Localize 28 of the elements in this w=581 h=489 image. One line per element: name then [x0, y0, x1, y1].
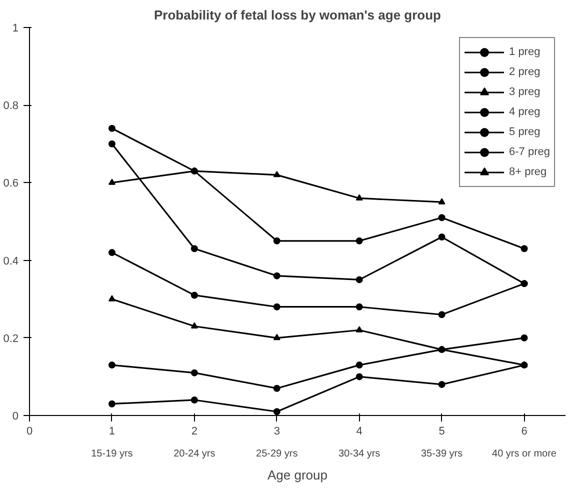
chart-title: Probability of fetal loss by woman's age group — [154, 8, 442, 22]
text: 15-19 yrs — [91, 448, 133, 460]
text: 40 yrs or more — [492, 448, 557, 460]
x-tick-label: 5 — [438, 426, 445, 438]
y-tick-label: 0.8 — [3, 100, 19, 112]
x-tick-label: 3 — [274, 426, 280, 438]
y-tick-label: 0.2 — [3, 332, 19, 345]
y-tick-label: 0 — [12, 410, 19, 422]
x-tick-label: 6 — [521, 426, 528, 438]
legend-label: 8+ preg — [509, 166, 547, 178]
text: 30-34 yrs — [338, 448, 380, 460]
x-tick-label: 1 — [108, 426, 116, 438]
y-tick-label: 0.6 — [3, 178, 19, 190]
text: 20-24 yrs — [174, 448, 216, 460]
x-tick-label: 2 — [191, 426, 198, 438]
y-tick-label: 0.4 — [3, 255, 19, 268]
text: 35-39 yrs — [420, 448, 463, 460]
legend-label: 1 preg — [509, 46, 540, 58]
legend-label: 5 preg — [509, 126, 540, 138]
text: 25-29 yrs — [256, 448, 298, 460]
legend-label: 6-7 preg — [509, 146, 550, 158]
legend-label: 4 preg — [509, 106, 540, 118]
y-tick-label: 1 — [12, 22, 19, 34]
x-tick-label: 0 — [26, 426, 33, 438]
x-axis-title: Age group — [268, 468, 328, 482]
legend-label: 3 preg — [509, 86, 540, 98]
x-tick-label: 4 — [356, 426, 362, 438]
legend-label: 2 preg — [509, 66, 540, 78]
